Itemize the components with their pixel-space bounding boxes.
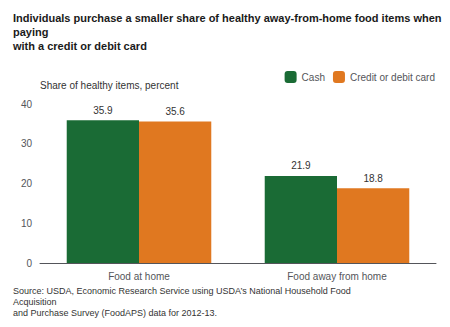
svg-text:Food at home: Food at home: [108, 271, 170, 282]
svg-text:0: 0: [26, 258, 32, 269]
svg-text:18.8: 18.8: [363, 173, 383, 184]
svg-text:21.9: 21.9: [291, 160, 311, 171]
svg-text:Cash: Cash: [302, 72, 325, 83]
svg-text:Food away from home: Food away from home: [287, 271, 387, 282]
svg-text:Individuals purchase a smaller: Individuals purchase a smaller share of …: [13, 12, 445, 24]
svg-text:35.9: 35.9: [93, 105, 113, 116]
svg-text:Credit or debit card: Credit or debit card: [350, 72, 435, 83]
svg-text:40: 40: [21, 99, 33, 110]
svg-text:20: 20: [21, 178, 33, 189]
svg-text:and Purchase Survey (FoodAPS): and Purchase Survey (FoodAPS) data for 2…: [13, 308, 217, 318]
svg-text:10: 10: [21, 218, 33, 229]
svg-text:Source: USDA, Economic Researc: Source: USDA, Economic Research Service …: [13, 286, 353, 296]
svg-text:with a credit or debit card: with a credit or debit card: [12, 40, 147, 52]
svg-text:30: 30: [21, 138, 33, 149]
svg-text:paying: paying: [13, 26, 48, 38]
svg-text:Share of healthy items, percen: Share of healthy items, percent: [40, 80, 179, 91]
svg-text:Acquisition: Acquisition: [13, 297, 57, 307]
svg-text:35.6: 35.6: [165, 106, 185, 117]
